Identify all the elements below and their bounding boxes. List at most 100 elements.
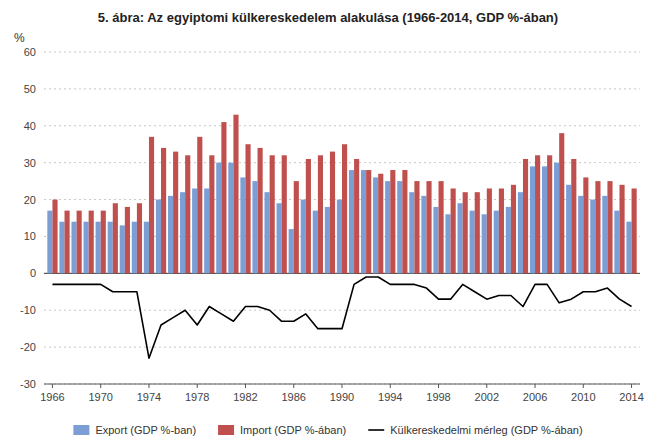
- bar: [173, 152, 178, 274]
- bar: [156, 200, 161, 274]
- bar: [52, 200, 57, 274]
- x-tick: [438, 384, 439, 388]
- bar: [566, 185, 571, 274]
- y-tick-label: 30: [24, 157, 36, 169]
- bar: [402, 170, 407, 273]
- bar: [354, 159, 359, 273]
- x-tick-label: 1970: [88, 391, 112, 403]
- bar: [306, 159, 311, 273]
- grid-line: [44, 347, 640, 348]
- bar: [132, 222, 137, 274]
- bar: [518, 192, 523, 273]
- grid-line: [44, 52, 640, 53]
- y-axis-label: %: [14, 31, 25, 45]
- bar: [161, 148, 166, 273]
- x-tick: [631, 384, 632, 388]
- bar: [197, 137, 202, 273]
- x-tick: [52, 384, 53, 388]
- bar: [245, 144, 250, 273]
- x-tick: [148, 384, 149, 388]
- bar: [168, 196, 173, 273]
- bar: [84, 222, 89, 274]
- bar: [240, 177, 245, 273]
- bar: [542, 166, 547, 273]
- bar: [101, 211, 106, 274]
- grid-line: [44, 310, 640, 311]
- bar: [470, 211, 475, 274]
- bar-series: [47, 163, 631, 274]
- x-tick: [245, 384, 246, 388]
- grid-line: [44, 88, 640, 89]
- bar: [192, 188, 197, 273]
- legend-item: Külkereskedelmi mérleg (GDP %-ában): [368, 424, 582, 436]
- bar: [361, 170, 366, 273]
- y-tick-label: 20: [24, 194, 36, 206]
- bar: [421, 196, 426, 273]
- x-tick-label: 2010: [571, 391, 595, 403]
- bar: [373, 177, 378, 273]
- bar: [149, 137, 154, 273]
- bar: [313, 211, 318, 274]
- plot-area: [47, 115, 636, 358]
- bar: [614, 211, 619, 274]
- y-tick-label: -10: [20, 304, 36, 316]
- bar: [463, 192, 468, 273]
- bar: [96, 222, 101, 274]
- x-tick-label: 1966: [40, 391, 64, 403]
- y-tick-label: 40: [24, 120, 36, 132]
- x-tick-label: 1974: [137, 391, 161, 403]
- bar: [445, 214, 450, 273]
- bar: [554, 163, 559, 274]
- bar: [209, 155, 214, 273]
- x-tick-label: 1998: [426, 391, 450, 403]
- bar: [390, 170, 395, 273]
- bar: [330, 152, 335, 274]
- x-tick: [100, 384, 101, 388]
- bar: [547, 155, 552, 273]
- line: [52, 277, 631, 358]
- y-tick-label: -20: [20, 341, 36, 353]
- x-tick: [486, 384, 487, 388]
- x-tick-label: 1990: [330, 391, 354, 403]
- grid: [44, 52, 640, 384]
- x-tick-label: 2006: [523, 391, 547, 403]
- bar: [337, 200, 342, 274]
- y-tick-label: 0: [30, 267, 36, 279]
- legend-label: Export (GDP %-ban): [95, 424, 196, 436]
- y-tick-label: 10: [24, 230, 36, 242]
- bar: [294, 181, 299, 273]
- bar: [270, 155, 275, 273]
- bar: [137, 203, 142, 273]
- bar: [325, 207, 330, 273]
- bar: [571, 159, 576, 273]
- legend-swatch: [73, 425, 89, 435]
- bar: [523, 159, 528, 273]
- x-tick: [197, 384, 198, 388]
- bar: [258, 148, 263, 273]
- bar: [632, 188, 637, 273]
- bar: [252, 181, 257, 273]
- bar: [318, 155, 323, 273]
- x-tick: [390, 384, 391, 388]
- bar: [277, 203, 282, 273]
- bar: [499, 188, 504, 273]
- chart: 5. ábra: Az egyiptomi külkereskedelem al…: [0, 0, 656, 448]
- bar: [426, 181, 431, 273]
- bar: [366, 170, 371, 273]
- bar: [487, 188, 492, 273]
- x-tick: [293, 384, 294, 388]
- x-tick-label: 2014: [619, 391, 643, 403]
- bar: [216, 163, 221, 274]
- legend-swatch: [368, 429, 384, 431]
- bar: [494, 211, 499, 274]
- bar: [409, 192, 414, 273]
- bar: [77, 211, 82, 274]
- bar: [108, 222, 113, 274]
- bar: [530, 166, 535, 273]
- x-tick-label: 1982: [233, 391, 257, 403]
- x-tick: [535, 384, 536, 388]
- bar: [180, 192, 185, 273]
- legend-label: Import (GDP %-ában): [240, 424, 346, 436]
- bar: [439, 181, 444, 273]
- bar: [65, 211, 70, 274]
